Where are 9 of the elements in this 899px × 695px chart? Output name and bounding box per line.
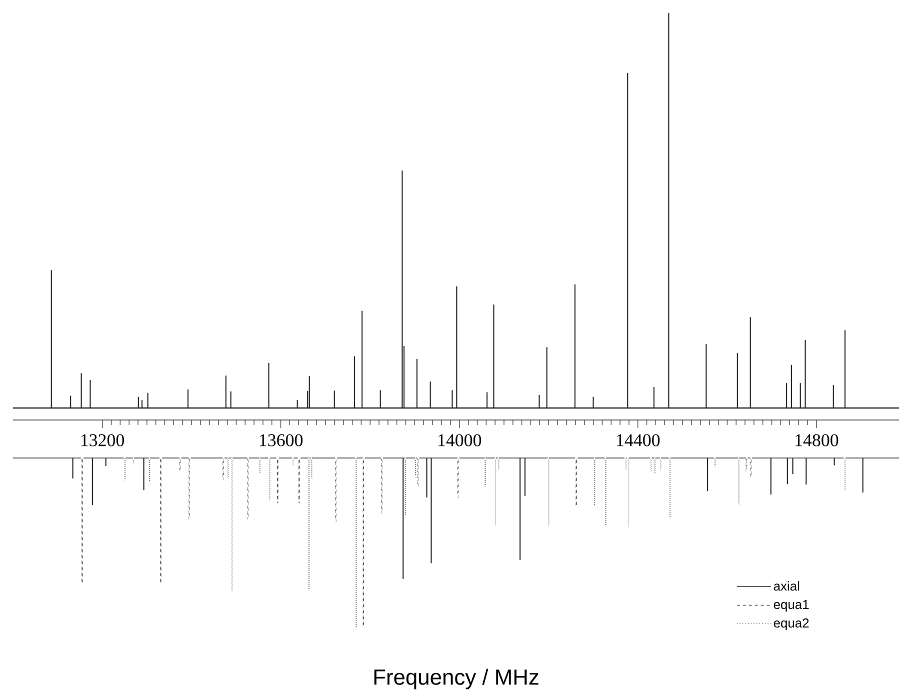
legend-label: axial: [774, 581, 800, 591]
x-tick-label: 13200: [81, 434, 124, 446]
x-axis-title: Frequency / MHz: [374, 668, 538, 690]
legend-label: equa2: [774, 618, 809, 630]
x-tick-label: 13600: [260, 434, 303, 446]
legend-label: equa1: [774, 600, 809, 612]
x-tick-label: 14800: [796, 434, 838, 446]
x-tick-label: 14000: [438, 434, 482, 446]
x-tick-label: 14400: [617, 434, 660, 446]
